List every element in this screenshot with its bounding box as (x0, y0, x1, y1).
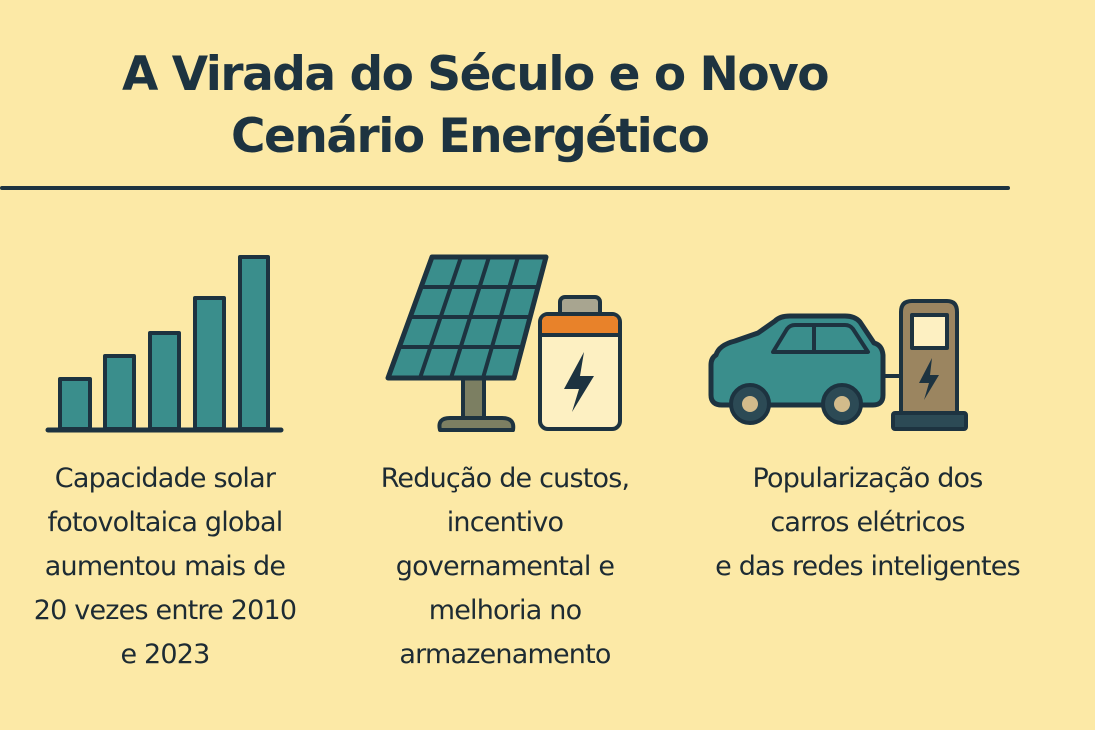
lightning-bolt-icon (564, 352, 594, 412)
title-divider (0, 186, 1010, 190)
solar-panel-icon (385, 254, 549, 432)
bar-3 (148, 331, 181, 431)
title-line-2: Cenário Energético (231, 109, 710, 164)
caption-electric-cars: Popularização dos carros elétricos e das… (715, 463, 1021, 582)
charger-screen (910, 313, 949, 350)
bar-chart-icon (45, 255, 284, 433)
caption-solar-growth: Capacidade solar fotovoltaica global aum… (33, 463, 297, 670)
charger-lightning-icon (919, 358, 939, 400)
bar-5 (238, 255, 270, 431)
panel-grid (401, 256, 538, 379)
panel-pole (461, 374, 486, 422)
electric-car-icon (708, 313, 900, 425)
title-line-1: A Virada do Século e o Novo (122, 47, 830, 102)
bar-4 (193, 296, 226, 431)
bar-2 (103, 354, 136, 431)
battery-charge-band (542, 316, 618, 334)
charger-base (891, 411, 968, 431)
caption-cost-reduction: Redução de custos, incentivo governament… (380, 463, 630, 670)
panel-base (437, 416, 516, 432)
car-windows (771, 323, 870, 354)
charging-station-icon (891, 299, 968, 431)
battery-icon (538, 295, 622, 431)
bar-1 (58, 377, 92, 431)
